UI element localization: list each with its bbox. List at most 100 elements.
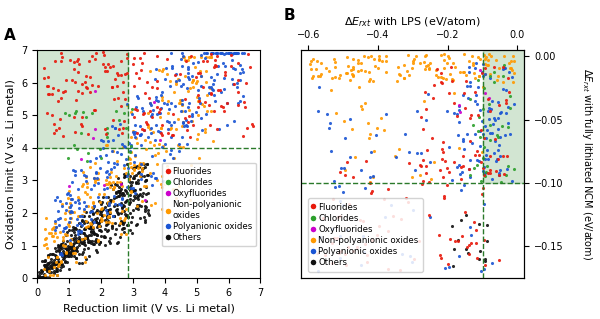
Point <box>83 225 92 230</box>
Point <box>159 100 169 105</box>
Point <box>128 130 138 135</box>
Point <box>431 68 441 73</box>
Point <box>70 169 80 174</box>
Point <box>89 225 98 230</box>
Point <box>122 56 132 61</box>
Point <box>100 127 110 132</box>
Point <box>479 53 489 58</box>
Point <box>91 248 101 253</box>
Point <box>67 197 77 202</box>
Point <box>77 218 87 223</box>
Point <box>185 85 195 90</box>
Point <box>131 190 140 196</box>
Point <box>235 78 245 83</box>
Point <box>437 156 447 161</box>
Point <box>66 197 76 202</box>
Point <box>248 124 257 129</box>
Point <box>437 147 447 152</box>
Point <box>416 163 425 168</box>
Point <box>95 146 104 151</box>
Point <box>174 184 184 189</box>
Point <box>58 256 68 261</box>
Point <box>485 109 495 114</box>
Point <box>329 235 338 241</box>
Point <box>232 51 242 56</box>
Point <box>58 243 68 248</box>
Point <box>112 241 122 246</box>
Point <box>237 51 247 56</box>
Point <box>49 261 59 266</box>
Point <box>188 85 198 90</box>
Point <box>465 96 475 101</box>
Point <box>484 95 494 100</box>
Point <box>118 221 128 226</box>
Point <box>163 101 172 107</box>
Point <box>53 242 63 247</box>
Point <box>172 167 182 172</box>
Point <box>122 190 132 196</box>
Point <box>162 118 172 123</box>
Point <box>413 151 422 156</box>
Point <box>173 142 183 147</box>
Point <box>84 213 94 219</box>
Point <box>437 80 446 85</box>
Point <box>485 74 495 79</box>
Point <box>142 184 151 189</box>
Point <box>88 224 98 229</box>
Point <box>125 210 135 215</box>
Point <box>156 93 166 98</box>
Point <box>91 50 101 55</box>
Point <box>94 242 104 247</box>
Point <box>449 78 458 83</box>
Point <box>85 209 94 214</box>
Point <box>371 132 381 137</box>
Point <box>337 165 346 170</box>
Point <box>476 128 486 133</box>
Point <box>322 65 331 70</box>
Point <box>307 66 316 71</box>
Point <box>201 69 211 74</box>
Point <box>155 107 165 112</box>
Point <box>139 50 149 56</box>
Point <box>485 138 494 143</box>
Point <box>92 207 101 212</box>
Point <box>220 52 229 57</box>
Point <box>170 104 180 109</box>
Point <box>152 79 162 84</box>
Point <box>95 211 105 217</box>
Point <box>55 267 65 272</box>
Point <box>39 267 49 272</box>
Point <box>119 143 129 148</box>
Point <box>85 89 95 94</box>
Point <box>179 54 188 59</box>
Point <box>505 89 514 94</box>
Point <box>430 160 439 165</box>
Point <box>481 123 490 129</box>
Point <box>503 125 512 130</box>
Point <box>493 133 502 138</box>
Point <box>150 153 160 158</box>
Point <box>494 102 504 108</box>
Point <box>477 70 487 75</box>
Point <box>109 194 119 199</box>
Point <box>183 66 193 71</box>
Point <box>233 61 243 66</box>
Point <box>471 227 481 233</box>
Point <box>466 241 476 246</box>
Point <box>380 214 389 219</box>
Point <box>466 175 475 180</box>
Point <box>91 107 100 112</box>
Point <box>63 248 73 253</box>
Point <box>191 110 200 115</box>
Point <box>193 78 202 83</box>
Point <box>62 230 72 235</box>
Point <box>126 143 136 148</box>
Point <box>37 274 47 279</box>
Point <box>70 251 80 256</box>
Point <box>489 116 499 121</box>
Point <box>125 199 135 204</box>
Point <box>480 173 490 178</box>
Point <box>206 75 216 80</box>
Point <box>101 223 111 228</box>
Point <box>90 239 100 244</box>
